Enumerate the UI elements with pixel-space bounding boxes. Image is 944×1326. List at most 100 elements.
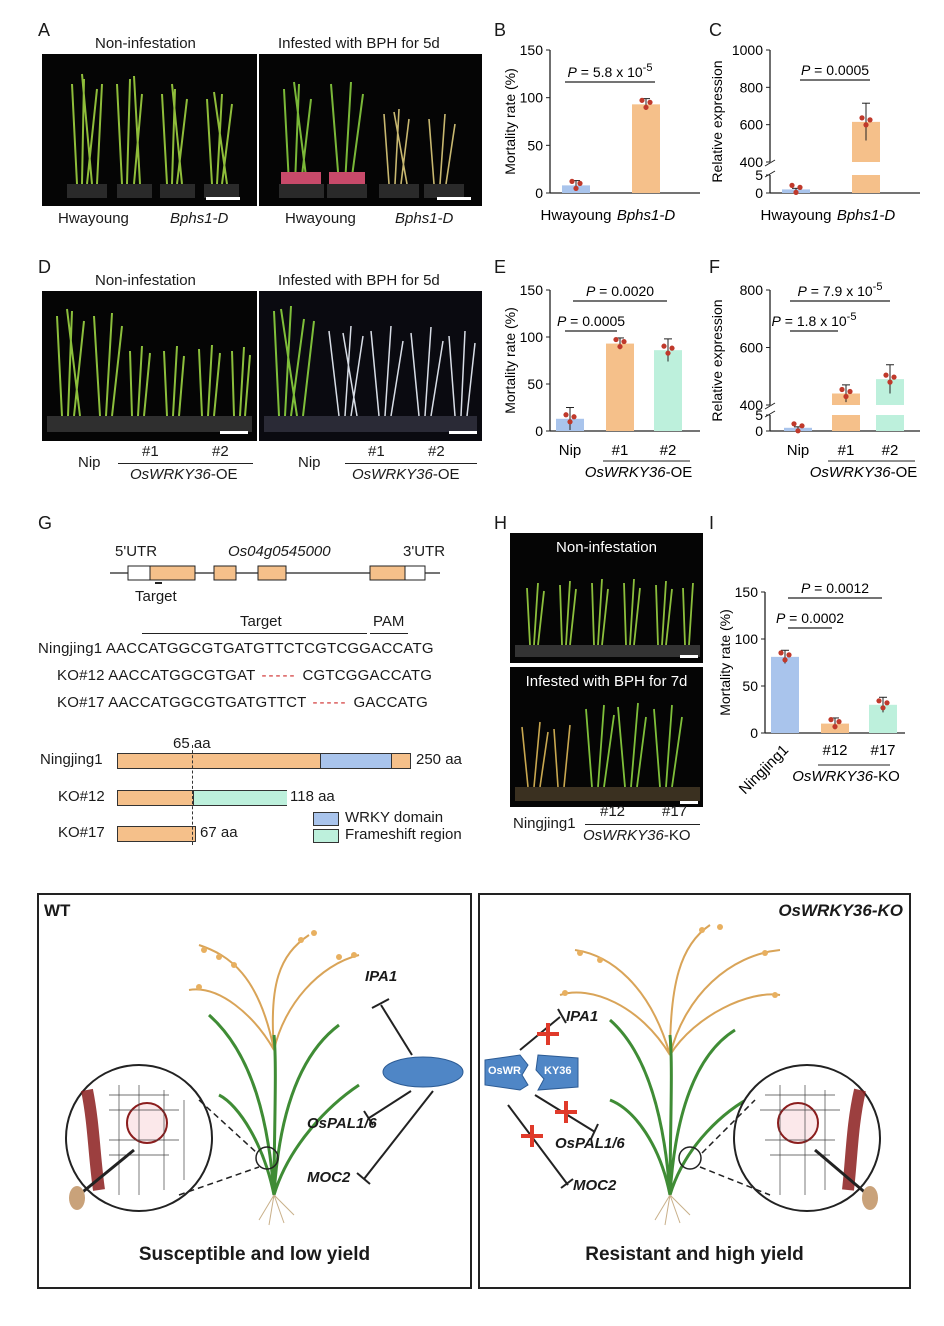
data-point: [887, 379, 893, 385]
protein-bar-ko12: [117, 790, 287, 806]
panel-a-left-caption: Non-infestation: [95, 35, 196, 52]
bar-#2-lower: [876, 415, 904, 431]
group-label-f: OsWRKY36-OE: [810, 464, 918, 481]
panel-label-h: H: [494, 513, 507, 533]
h-top-caption: Non-infestation: [556, 539, 657, 556]
group-line: [585, 824, 700, 825]
y-tick-label: 100: [520, 329, 544, 345]
photo-h-infested: Infested with BPH for 7d: [510, 667, 703, 807]
data-point: [613, 336, 619, 343]
x-tick-label: Hwayoung: [541, 207, 612, 224]
seq-row-ko12: KO#12 AACCATGGCGTGAT ----- CGTCGGACCATG: [57, 667, 433, 684]
label-ko-group-h: OsWRKY36-KO: [583, 827, 691, 844]
target-ipa1-ko: IPA1: [566, 1008, 599, 1025]
legend-wrky: WRKY domain: [345, 809, 444, 826]
target-ospal-wt: OsPAL1/6: [307, 1115, 377, 1132]
label-ko12-h: #12: [600, 803, 626, 820]
data-point: [665, 350, 671, 356]
h-bottom-caption: Infested with BPH for 7d: [525, 673, 688, 690]
label-3utr: 3'UTR: [403, 543, 446, 560]
y-tick-label: 100: [520, 90, 544, 106]
data-point: [563, 412, 569, 418]
protein-label-right-fragment: KY36: [544, 1065, 572, 1077]
y-tick-label: 800: [740, 282, 764, 298]
label-ko17-h: #17: [662, 803, 688, 820]
aa65-marker: [192, 745, 193, 845]
target-moc2-wt: MOC2: [307, 1169, 351, 1186]
y-axis-label: Mortality rate (%): [502, 307, 518, 414]
protein-label-left-fragment: OsWR: [488, 1065, 521, 1077]
data-point: [786, 652, 792, 658]
panel-label-c: C: [709, 20, 722, 40]
data-point: [571, 414, 577, 420]
panel-label-g: G: [38, 513, 53, 533]
y-tick-label: 150: [735, 584, 759, 600]
ko-caption: Resistant and high yield: [585, 1244, 804, 1265]
panel-label-b: B: [494, 20, 507, 40]
y-tick-label: 0: [535, 423, 543, 439]
ko-model-illustration: [484, 924, 881, 1226]
scale-bar: [680, 801, 698, 804]
panel-d-right-caption: Infested with BPH for 5d: [278, 272, 440, 289]
y-axis-label: Mortality rate (%): [502, 68, 518, 175]
wt-model-illustration: [65, 930, 464, 1226]
scale-bar: [449, 431, 477, 434]
data-point: [847, 388, 853, 395]
data-point: [577, 180, 583, 186]
data-point: [569, 178, 575, 184]
data-point: [639, 97, 645, 103]
x-tick-label: #2: [882, 442, 899, 459]
label-target-small: Target: [135, 588, 177, 605]
label-oe-group-1: OsWRKY36-OE: [130, 466, 238, 483]
label-nip-1: Nip: [78, 454, 101, 471]
pvalue-b-text: P = 5.8 x 10-5: [568, 62, 653, 80]
x-tick-label: Bphs1-D: [617, 207, 676, 224]
axis-break: [764, 410, 776, 418]
x-tick-label: Ningjing1: [736, 742, 792, 798]
chart-f-expression: 400 600 800 05 Relative expression Nip #1 #2 OsW…: [710, 281, 920, 481]
scale-bar: [680, 655, 698, 658]
bar-#2: [654, 350, 682, 431]
y-tick-label: 800: [740, 79, 764, 95]
data-point: [876, 698, 882, 704]
data-point: [863, 122, 869, 128]
data-point: [859, 115, 865, 121]
y-axis-label: Mortality rate (%): [717, 609, 733, 716]
wt-title: WT: [44, 901, 71, 920]
pvalue-i-2-text: P = 0.0002: [776, 610, 844, 626]
y-tick-label: 600: [740, 117, 764, 133]
pvalue-f-1-text: P = 7.9 x 10-5: [798, 281, 883, 299]
protein-len-ko12: 118 aa: [290, 788, 335, 805]
photo-h-non-infested: Non-infestation: [510, 533, 703, 663]
label-oe2-2: #2: [428, 443, 445, 460]
label-oe1-2: #1: [368, 443, 385, 460]
pam-bracket: [370, 633, 408, 634]
panel-label-d: D: [38, 257, 51, 277]
panel-label-a: A: [38, 20, 51, 40]
protein-label-ningjing: Ningjing1: [40, 751, 103, 768]
target-bracket: [142, 633, 367, 634]
label-bphs1d-2: Bphs1-D: [395, 210, 454, 227]
group-line: [118, 463, 253, 464]
data-point: [795, 428, 801, 434]
protein-len-ko17: 67 aa: [200, 824, 238, 841]
legend-swatch-wrky: [313, 812, 339, 826]
pvalue-e-1-text: P = 0.0020: [586, 283, 654, 299]
y-tick-label: 50: [742, 678, 758, 694]
data-point: [832, 724, 838, 730]
data-point: [789, 182, 795, 188]
scale-bar: [220, 431, 248, 434]
frameshift-region: [193, 791, 287, 805]
data-point: [836, 719, 842, 725]
data-point: [791, 421, 797, 427]
group-label-i: OsWRKY36-KO: [792, 768, 900, 785]
data-point: [778, 650, 784, 656]
label-bphs1d-1: Bphs1-D: [170, 210, 229, 227]
data-point: [647, 99, 653, 105]
seq-row-ningjing: Ningjing1 AACCATGGCGTGATGTTCTCGTCGGACCAT…: [38, 640, 434, 657]
x-tick-label: Bphs1-D: [837, 207, 896, 224]
data-point: [867, 117, 873, 123]
scale-bar: [437, 197, 471, 200]
